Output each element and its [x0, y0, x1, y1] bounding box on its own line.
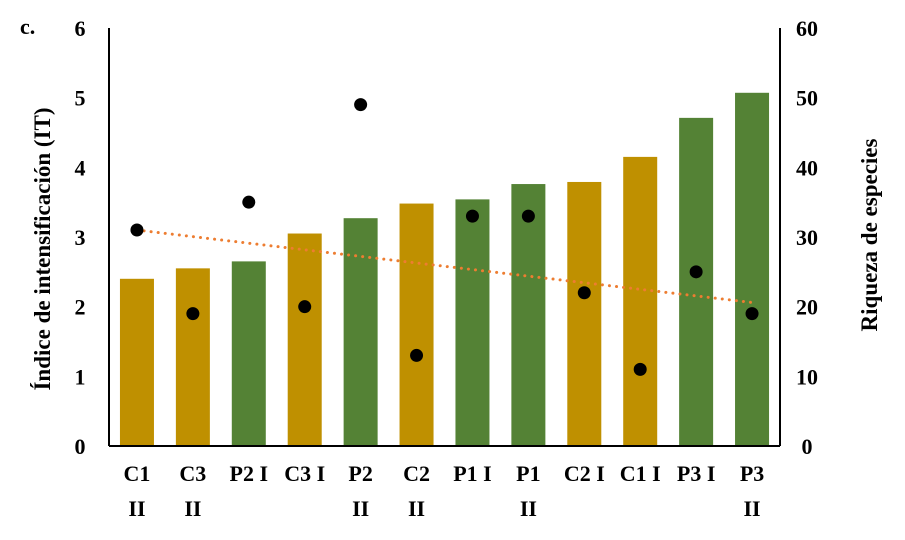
x-tick-label: C2 I: [564, 461, 605, 486]
x-tick-label: C2: [403, 461, 430, 486]
x-tick-label: P1: [516, 461, 540, 486]
x-tick-label: II: [743, 496, 760, 521]
y2-tick-label: 50: [796, 86, 818, 111]
data-point: [354, 98, 368, 112]
bar: [455, 199, 490, 446]
panel-label: c.: [20, 14, 36, 39]
x-tick-label: P1 I: [453, 461, 492, 486]
bar: [119, 278, 154, 446]
y-tick-label: 4: [75, 155, 86, 180]
y2-tick-label: 30: [796, 225, 818, 250]
y2-tick-label: 10: [796, 364, 818, 389]
x-tick-label: II: [184, 496, 201, 521]
y2-tick-label: 60: [796, 16, 818, 41]
x-tick-label: II: [352, 496, 369, 521]
data-point: [689, 265, 703, 279]
y2-tick-label: 0: [802, 434, 813, 459]
y-tick-label: 5: [75, 86, 86, 111]
y-tick-label: 0: [75, 434, 86, 459]
x-tick-label: II: [520, 496, 537, 521]
x-tick-label: C3: [179, 461, 206, 486]
y2-tick-label: 20: [796, 295, 818, 320]
data-point: [242, 195, 256, 209]
trend-line: [135, 228, 754, 304]
x-tick-label: P2: [348, 461, 372, 486]
data-point: [633, 362, 647, 376]
data-point: [577, 286, 591, 300]
bar: [231, 261, 266, 446]
y-tick-label: 1: [75, 364, 86, 389]
data-point: [410, 348, 424, 362]
bar: [343, 218, 378, 446]
x-tick-label: P3: [740, 461, 764, 486]
data-point: [521, 209, 535, 223]
bar: [175, 268, 210, 446]
x-tick-label: P3 I: [677, 461, 716, 486]
y2-tick-label: 40: [796, 155, 818, 180]
bar: [735, 92, 770, 446]
y-tick-label: 3: [75, 225, 86, 250]
x-tick-label: P2 I: [230, 461, 269, 486]
x-tick-label: II: [128, 496, 145, 521]
data-point: [130, 223, 144, 237]
data-point: [465, 209, 479, 223]
data-point: [186, 307, 200, 321]
bar: [567, 181, 602, 447]
x-tick-label: C1: [124, 461, 151, 486]
y-tick-label: 2: [75, 295, 86, 320]
x-tick-label: II: [408, 496, 425, 521]
x-tick-label: C3 I: [284, 461, 325, 486]
bar: [399, 203, 434, 446]
bar: [679, 117, 714, 447]
data-point: [298, 300, 312, 314]
bar: [287, 233, 322, 446]
data-point: [745, 307, 759, 321]
bar: [511, 184, 546, 446]
x-tick-label: C1 I: [620, 461, 661, 486]
y-tick-label: 6: [75, 16, 86, 41]
bar: [623, 156, 658, 446]
